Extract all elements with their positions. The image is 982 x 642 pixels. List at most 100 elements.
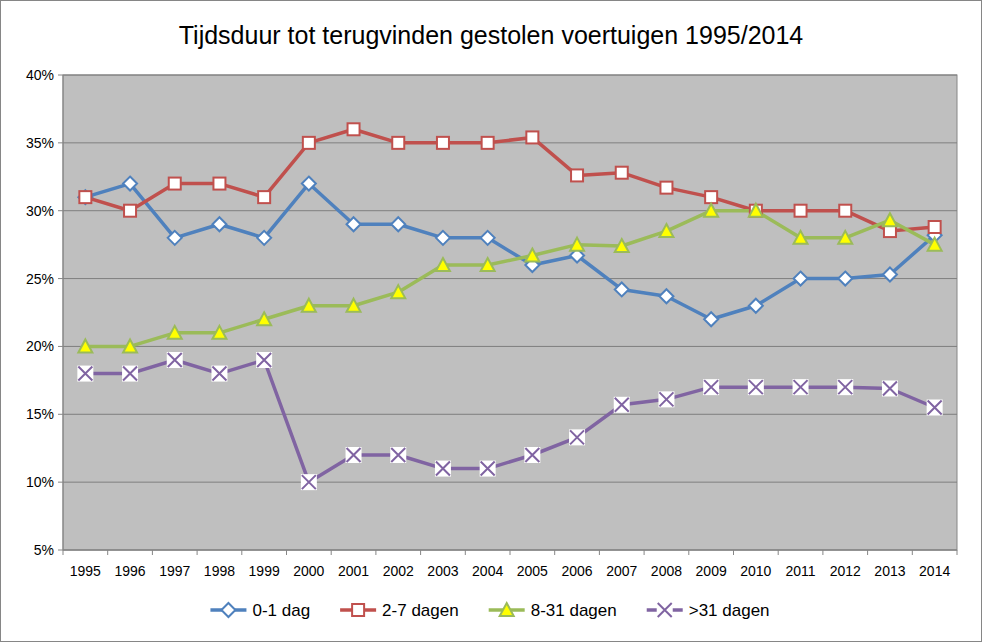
marker-shape	[571, 169, 583, 181]
x-tick	[957, 550, 958, 555]
marker-shape	[748, 379, 764, 395]
marker-shape	[838, 380, 852, 394]
marker-shape	[480, 461, 496, 477]
marker	[256, 352, 272, 368]
x-tick	[912, 550, 913, 555]
marker	[347, 217, 361, 231]
x-tick	[465, 550, 466, 555]
marker	[79, 191, 91, 203]
marker	[660, 182, 672, 194]
x-tick	[375, 550, 376, 555]
marker-shape	[168, 353, 182, 367]
x-tick-label: 2012	[830, 563, 861, 579]
marker	[480, 461, 496, 477]
x-tick	[822, 550, 823, 555]
marker	[750, 205, 762, 217]
marker-shape	[705, 191, 717, 203]
marker-shape	[704, 204, 718, 217]
marker-shape	[78, 367, 92, 381]
x-tick-label: 2003	[427, 563, 458, 579]
x-tick-label: 1998	[204, 563, 235, 579]
marker	[795, 205, 807, 217]
marker-shape	[929, 221, 941, 233]
marker-shape	[615, 239, 629, 252]
marker-shape	[392, 137, 404, 149]
marker	[616, 167, 628, 179]
marker-shape	[390, 447, 406, 463]
marker	[481, 258, 495, 271]
y-tick-label: 30%	[26, 203, 54, 219]
marker-shape	[704, 380, 718, 394]
x-tick	[63, 550, 64, 555]
marker	[78, 190, 92, 204]
marker-shape	[123, 367, 137, 381]
marker	[392, 137, 404, 149]
marker-shape	[524, 447, 540, 463]
marker-shape	[525, 249, 539, 262]
x-tick	[599, 550, 600, 555]
marker	[391, 217, 405, 231]
marker-shape	[436, 231, 450, 245]
legend-label: 0-1 dag	[252, 601, 310, 620]
y-tick-label: 40%	[26, 67, 54, 83]
marker	[659, 224, 673, 237]
marker-shape	[302, 177, 316, 191]
marker	[122, 366, 138, 382]
marker-shape	[749, 299, 763, 313]
grid-line	[63, 482, 957, 483]
marker	[703, 379, 719, 395]
marker-shape	[883, 268, 897, 282]
marker-shape	[659, 392, 673, 406]
legend-item: 8-31 dagen	[489, 601, 617, 620]
marker-shape	[213, 178, 225, 190]
x-tick	[286, 550, 287, 555]
marker	[748, 379, 764, 395]
marker	[167, 352, 183, 368]
y-tick	[58, 550, 63, 551]
marker	[838, 231, 852, 244]
marker-shape	[928, 238, 942, 251]
marker	[927, 400, 943, 416]
marker-shape	[302, 299, 316, 312]
x-tick	[420, 550, 421, 555]
marker	[257, 312, 271, 325]
marker	[794, 231, 808, 244]
marker-shape	[122, 366, 138, 382]
y-tick	[58, 278, 63, 279]
marker	[482, 137, 494, 149]
x-tick-label: 2010	[740, 563, 771, 579]
marker	[837, 379, 853, 395]
y-tick	[58, 75, 63, 76]
y-tick-label: 15%	[26, 406, 54, 422]
marker-shape	[525, 448, 539, 462]
marker	[705, 191, 717, 203]
marker	[435, 461, 451, 477]
marker-shape	[883, 382, 897, 396]
grid-line	[63, 75, 957, 76]
x-tick-label: 1995	[70, 563, 101, 579]
marker-shape	[838, 272, 852, 286]
x-tick	[510, 550, 511, 555]
marker	[346, 447, 362, 463]
series-line	[85, 129, 934, 231]
marker-shape	[615, 398, 629, 412]
x-tick	[241, 550, 242, 555]
y-tick-label: 20%	[26, 338, 54, 354]
marker-shape	[78, 339, 92, 352]
y-tick	[58, 210, 63, 211]
marker-shape	[391, 448, 405, 462]
legend-item: 2-7 dagen	[340, 601, 459, 620]
chart: Tijdsduur tot terugvinden gestolen voert…	[0, 0, 982, 642]
marker-shape	[347, 299, 361, 312]
y-tick	[58, 482, 63, 483]
marker	[749, 299, 763, 313]
marker-shape	[839, 205, 851, 217]
marker-shape	[704, 312, 718, 326]
marker	[615, 282, 629, 296]
marker	[212, 326, 226, 339]
marker	[839, 205, 851, 217]
x-tick-label: 2006	[561, 563, 592, 579]
x-tick	[733, 550, 734, 555]
chart-border	[1, 1, 982, 642]
marker-shape	[347, 448, 361, 462]
